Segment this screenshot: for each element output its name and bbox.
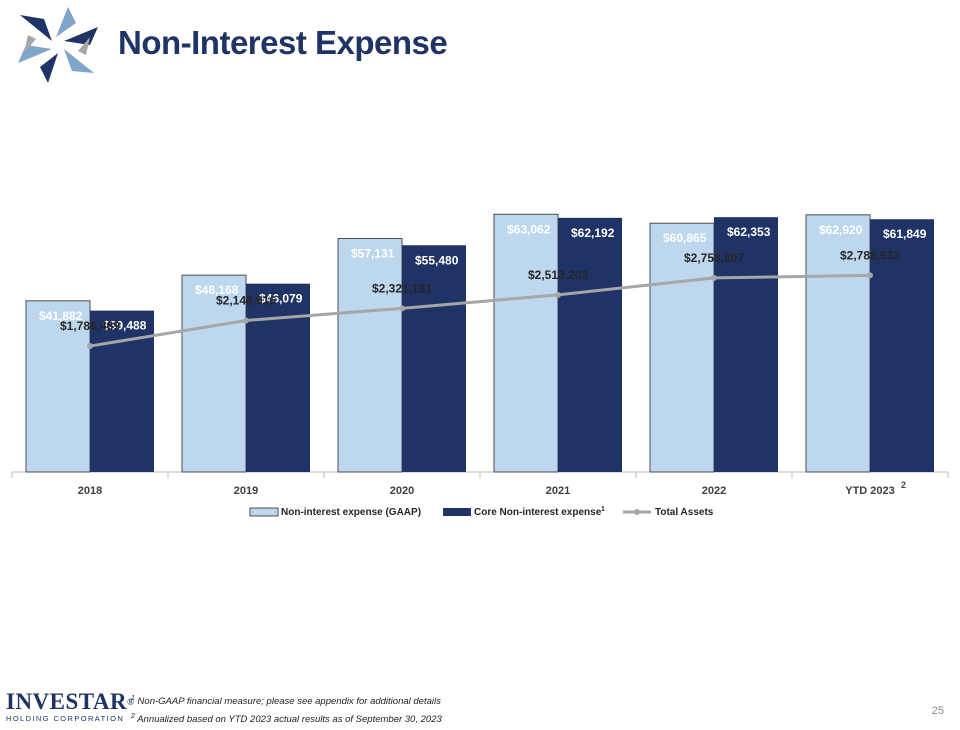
slide-title: Non-Interest Expense [118,24,448,61]
total-assets-label: $2,789,533 [840,248,900,262]
bar-core-2021 [558,217,622,472]
bar-gaap-YTD 2023 [805,214,871,473]
bar-gaap-label: $41,882 [39,309,83,323]
bar-core-2019 [246,283,310,472]
bar-core-2020 [402,245,466,472]
company-logo-icon [18,7,98,83]
bar-gaap-2021 [493,213,559,473]
bar-gaap-label: $63,062 [507,222,551,236]
legend-swatch-core [443,508,471,516]
non-interest-expense-chart: $41,882 $39,488 2018 $48,168 $46,079 2019 $57,… [11,213,949,518]
bar-gaap-2019 [181,274,247,473]
legend-label-assets: Total Assets [655,507,714,518]
bar-gaap-label: $62,920 [819,223,863,237]
legend-swatch-gaap [249,507,279,517]
page-number: 25 [931,705,944,717]
bar-gaap-2020 [337,238,403,473]
x-tick-label: 2021 [546,485,570,497]
legend-superscript-core: 1 [601,506,605,513]
bar-gaap-label: $48,168 [195,283,239,297]
brand-name: INVESTAR® [6,689,135,714]
x-tick-superscript: 2 [901,480,906,490]
bar-core-YTD 2023 [870,219,934,472]
bar-core-label: $46,079 [259,292,303,306]
point-total-assets [243,317,249,324]
x-tick-label: 2020 [390,485,414,497]
legend-marker-assets [634,509,640,515]
legend-label-gaap: Non-interest expense (GAAP) [281,507,421,518]
point-total-assets [87,343,93,350]
point-total-assets [867,272,873,279]
x-tick-label: YTD 2023 [845,485,895,497]
x-tick-label: 2018 [78,485,102,497]
footnote-1: 1 Non-GAAP financial measure; please see… [131,695,441,708]
bar-core-label: $55,480 [415,253,459,267]
point-total-assets [555,291,561,298]
point-total-assets [399,305,405,312]
bar-gaap-2018 [25,300,91,473]
total-assets-label: $2,321,181 [372,281,432,295]
brand-subtitle: HOLDING CORPORATION [6,714,125,723]
total-assets-label: $2,753,807 [684,251,744,265]
brand-logo: INVESTAR® HOLDING CORPORATION [6,689,135,730]
bar-core-label: $62,192 [571,226,615,240]
legend-label-core: Core Non-interest expense [474,507,602,518]
bar-core-2022 [714,217,778,472]
total-assets-label: $2,513,203 [528,268,588,282]
bar-core-label: $39,488 [103,319,147,333]
footnote-2: 2 Annualized based on YTD 2023 actual re… [131,713,442,726]
bar-gaap-label: $60,865 [663,231,707,245]
bar-gaap-2022 [649,222,715,473]
total-assets-label: $2,148,916 [216,294,276,308]
x-tick-label: 2019 [234,485,258,497]
footnotes: 1 Non-GAAP financial measure; please see… [131,691,442,727]
point-total-assets [711,274,717,281]
bar-core-2018 [90,310,154,472]
bar-core-label: $62,353 [727,225,771,239]
line-total-assets [89,273,871,348]
total-assets-label: $1,786,469 [60,319,120,333]
bar-gaap-label: $57,131 [351,247,395,261]
logo-blade [20,15,52,41]
bar-core-label: $61,849 [883,227,927,241]
x-tick-label: 2022 [702,485,726,497]
